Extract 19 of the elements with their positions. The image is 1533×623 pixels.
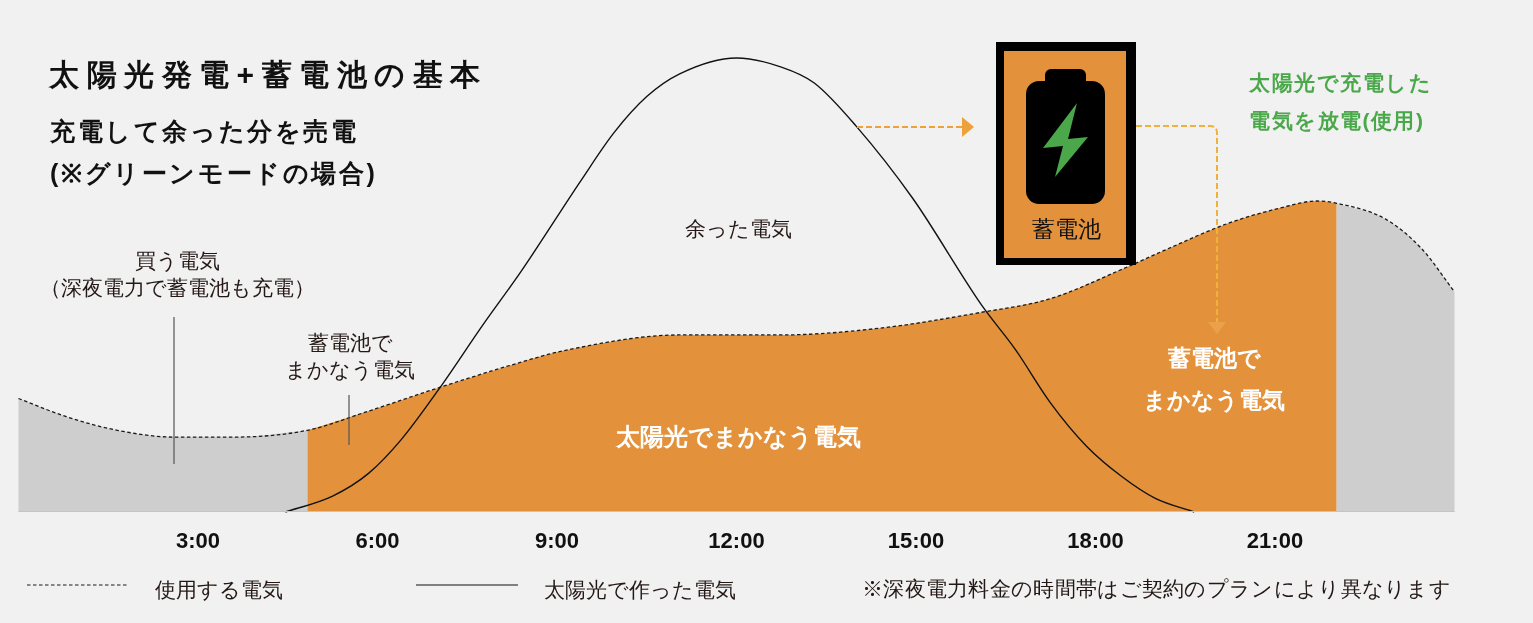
x-tick-label: 21:00 xyxy=(1246,528,1304,553)
annotation: 余った電気 xyxy=(684,217,792,240)
x-tick-label: 18:00 xyxy=(1067,528,1124,553)
x-tick-label: 15:00 xyxy=(887,528,945,553)
legend-label: 太陽光で作った電気 xyxy=(544,578,736,601)
chart-title: 太陽光発電+蓄電池の基本 xyxy=(48,58,488,91)
annotation: 蓄電池でまかなう電気 xyxy=(1143,345,1285,413)
x-tick-label: 12:00 xyxy=(708,528,765,553)
annotation: 買う電気（深夜電力で蓄電池も充電） xyxy=(39,249,315,299)
x-tick-label: 9:00 xyxy=(534,528,580,553)
annotation: 太陽光で充電した電気を放電(使用) xyxy=(1248,71,1432,132)
x-tick-label: 6:00 xyxy=(355,528,400,553)
annotation: 太陽光でまかなう電気 xyxy=(614,423,861,451)
annotation: 蓄電池 xyxy=(1031,216,1101,242)
text: ※深夜電力料金の時間帯はご契約のプランにより異なります xyxy=(862,577,1452,600)
x-tick-label: 3:00 xyxy=(175,528,221,553)
text: 充電して余った分を売電 (※グリーンモードの場合) xyxy=(49,117,378,187)
legend-label: 使用する電気 xyxy=(155,578,283,601)
annotation: 蓄電池でまかなう電気 xyxy=(285,331,415,381)
